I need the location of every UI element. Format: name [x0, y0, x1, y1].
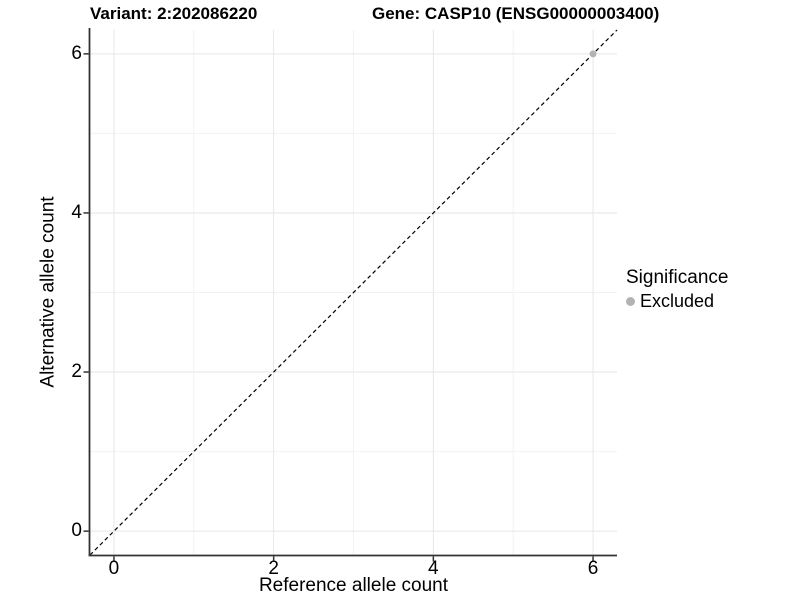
gene-title: Gene: CASP10 (ENSG00000003400): [372, 4, 660, 23]
legend-title: Significance: [626, 267, 729, 288]
x-tick-label: 0: [108, 558, 120, 579]
x-tick-label: 2: [268, 558, 279, 579]
y-tick-label: 2: [71, 361, 82, 383]
x-axis-title: Reference allele count: [258, 575, 449, 596]
y-tick-label: 0: [71, 520, 82, 542]
x-tick-label: 4: [428, 558, 439, 579]
y-tick-label: 4: [71, 201, 82, 223]
legend: Significance Excluded: [626, 266, 728, 312]
data-point: [589, 50, 597, 58]
y-axis-title: Alternative allele count: [37, 196, 59, 388]
y-tick-label: 6: [71, 42, 82, 64]
x-tick-label: 6: [587, 558, 599, 579]
legend-item-label: Excluded: [640, 291, 715, 311]
identity-line: [89, 29, 618, 556]
legend-items: Excluded: [626, 290, 728, 312]
legend-point-swatch: [626, 296, 635, 306]
legend-item: Excluded: [626, 290, 728, 312]
variant-title: Variant: 2:202086220: [90, 4, 258, 23]
